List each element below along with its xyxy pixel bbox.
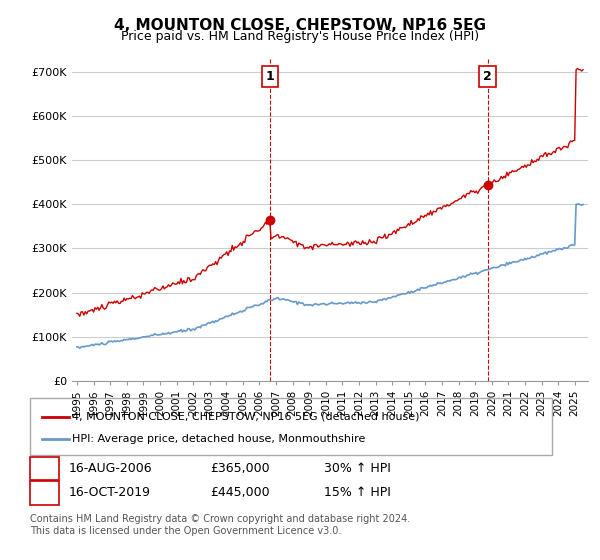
Text: 4, MOUNTON CLOSE, CHEPSTOW, NP16 5EG: 4, MOUNTON CLOSE, CHEPSTOW, NP16 5EG	[114, 18, 486, 33]
Text: 15% ↑ HPI: 15% ↑ HPI	[324, 486, 391, 500]
Text: £445,000: £445,000	[210, 486, 269, 500]
Text: HPI: Average price, detached house, Monmouthshire: HPI: Average price, detached house, Monm…	[72, 434, 365, 444]
Text: 1: 1	[40, 462, 49, 475]
Text: 4, MOUNTON CLOSE, CHEPSTOW, NP16 5EG (detached house): 4, MOUNTON CLOSE, CHEPSTOW, NP16 5EG (de…	[72, 412, 419, 422]
Text: Contains HM Land Registry data © Crown copyright and database right 2024.
This d: Contains HM Land Registry data © Crown c…	[30, 514, 410, 536]
Text: 2: 2	[483, 70, 492, 83]
Text: Price paid vs. HM Land Registry's House Price Index (HPI): Price paid vs. HM Land Registry's House …	[121, 30, 479, 43]
Text: 30% ↑ HPI: 30% ↑ HPI	[324, 462, 391, 475]
Text: 2: 2	[40, 486, 49, 500]
Text: £365,000: £365,000	[210, 462, 269, 475]
Text: 1: 1	[265, 70, 274, 83]
Text: 16-AUG-2006: 16-AUG-2006	[69, 462, 152, 475]
Text: 16-OCT-2019: 16-OCT-2019	[69, 486, 151, 500]
